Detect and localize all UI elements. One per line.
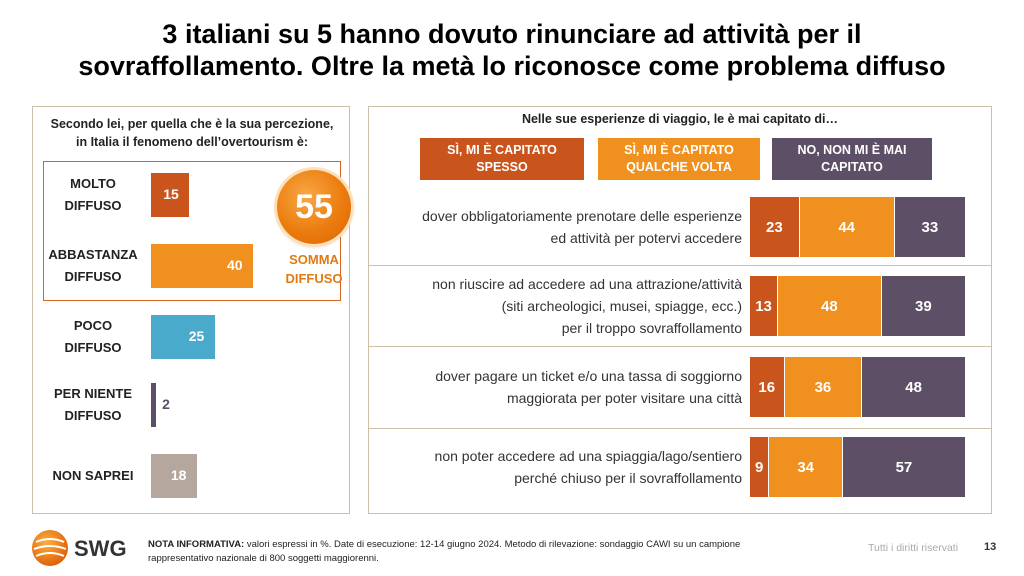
right-chart-panel: [368, 106, 992, 514]
legend-2: NO, NON MI È MAI CAPITATO: [772, 138, 932, 180]
left-question-line-2: in Italia il fenomeno dell’overtourism è…: [76, 135, 308, 149]
rights-text: Tutti i diritti riservati: [868, 542, 959, 554]
segment-0-2: 33: [894, 197, 966, 257]
note-line-2: rappresentativo nazionale di 800 soggett…: [148, 553, 379, 564]
category-label-1-line-1: DIFFUSO: [64, 269, 122, 284]
legend-2-line-1: CAPITATO: [821, 160, 883, 174]
somma-diffuso-label: SOMMA DIFFUSO: [268, 250, 360, 288]
row-label-1: non riuscire ad accedere ad una attrazio…: [376, 273, 742, 339]
category-label-1: ABBASTANZA DIFFUSO: [38, 244, 148, 288]
category-label-2: POCO DIFFUSO: [38, 315, 148, 359]
category-label-2-line-1: DIFFUSO: [64, 340, 122, 355]
legend-0-line-1: SPESSO: [476, 160, 528, 174]
category-label-3-line-0: PER NIENTE: [53, 386, 132, 401]
legend-0: SÌ, MI È CAPITATO SPESSO: [420, 138, 584, 180]
row-label-0: dover obbligatoriamente prenotare delle …: [376, 205, 742, 249]
row-label-1-line-1: (siti archeologici, musei, spiagge, ecc.…: [501, 298, 742, 314]
legend-1-text: SÌ, MI È CAPITATO QUALCHE VOLTA: [624, 142, 734, 176]
bar-4: [151, 454, 197, 498]
swg-logo-icon: [32, 530, 68, 566]
segment-1-2: 39: [881, 276, 966, 336]
category-label-0-line-0: MOLTO: [70, 176, 116, 191]
segment-1-1: 48: [778, 276, 882, 336]
right-question: Nelle sue esperienze di viaggio, le è ma…: [521, 112, 839, 126]
category-label-4: NON SAPREI: [38, 465, 148, 487]
bar-2: [151, 315, 215, 359]
row-separator-1: [369, 346, 991, 347]
row-label-0-line-1: ed attività per potervi accedere: [550, 230, 742, 246]
swg-logo-text: SWG: [74, 536, 127, 561]
bar-value-4: 18: [170, 467, 187, 483]
bar-value-3: 2: [162, 396, 170, 412]
segment-2-0: 16: [750, 357, 785, 417]
legend-1-line-0: SÌ, MI È CAPITATO: [624, 143, 734, 157]
legend-0-text: SÌ, MI È CAPITATO SPESSO: [447, 142, 557, 176]
row-label-1-line-2: per il troppo sovraffollamento: [561, 320, 742, 336]
legend-0-line-0: SÌ, MI È CAPITATO: [447, 143, 557, 157]
segment-2-1: 36: [784, 357, 863, 417]
bar-3: [151, 383, 157, 427]
bar-value-2: 25: [188, 328, 205, 344]
row-label-2: dover pagare un ticket e/o una tassa di …: [376, 365, 742, 409]
segment-0-1: 44: [799, 197, 895, 257]
row-label-3-line-0: non poter accedere ad una spiaggia/lago/…: [434, 448, 742, 464]
note-line-1: valori espressi in %. Date di esecuzione…: [244, 539, 741, 550]
category-label-0: MOLTO DIFFUSO: [38, 173, 148, 217]
page-number: 13: [984, 541, 997, 553]
row-label-3-line-1: perché chiuso per il sovraffollamento: [514, 470, 742, 486]
category-label-0-line-1: DIFFUSO: [64, 198, 122, 213]
segment-0-0: 23: [750, 197, 800, 257]
category-label-4-line-0: NON SAPREI: [52, 468, 134, 483]
legend-1: SÌ, MI È CAPITATO QUALCHE VOLTA: [598, 138, 760, 180]
left-question: Secondo lei, per quella che è la sua per…: [33, 115, 351, 151]
legend-2-line-0: NO, NON MI È MAI: [797, 143, 907, 157]
bar-value-1: 40: [227, 257, 243, 273]
segment-3-0: 9: [750, 437, 770, 497]
somma-diffuso-circle: 55: [277, 170, 351, 244]
category-label-2-line-0: POCO: [73, 318, 113, 333]
title-line-2: sovraffollamento. Oltre la metà lo ricon…: [78, 51, 946, 81]
category-label-1-line-0: ABBASTANZA: [48, 247, 138, 262]
row-separator-2: [369, 428, 991, 429]
row-label-3: non poter accedere ad una spiaggia/lago/…: [376, 445, 742, 489]
segment-1-0: 13: [750, 276, 779, 336]
somma-label-line-2: DIFFUSO: [285, 271, 343, 286]
segment-3-1: 34: [769, 437, 843, 497]
nota-informativa: NOTA INFORMATIVA: valori espressi in %. …: [148, 538, 838, 566]
category-label-3-line-1: DIFFUSO: [64, 408, 122, 423]
bar-1: [151, 244, 253, 288]
row-separator-0: [369, 265, 991, 266]
note-label: NOTA INFORMATIVA:: [148, 539, 245, 550]
category-label-3: PER NIENTE DIFFUSO: [38, 383, 148, 427]
page-title: 3 italiani su 5 hanno dovuto rinunciare …: [0, 18, 1024, 82]
segment-3-2: 57: [842, 437, 966, 497]
segment-2-2: 48: [862, 357, 966, 417]
legend-2-text: NO, NON MI È MAI CAPITATO: [797, 142, 906, 176]
title-line-1: 3 italiani su 5 hanno dovuto rinunciare …: [162, 19, 862, 49]
left-question-line-1: Secondo lei, per quella che è la sua per…: [50, 117, 334, 131]
legend-1-line-1: QUALCHE VOLTA: [626, 160, 732, 174]
row-label-0-line-0: dover obbligatoriamente prenotare delle …: [422, 208, 742, 224]
left-chart-panel: Secondo lei, per quella che è la sua per…: [32, 106, 350, 514]
bar-0: [151, 173, 190, 217]
bar-value-0: 15: [163, 186, 179, 202]
row-label-1-line-0: non riuscire ad accedere ad una attrazio…: [432, 276, 742, 292]
row-label-2-line-0: dover pagare un ticket e/o una tassa di …: [435, 368, 742, 384]
row-label-2-line-1: maggiorata per poter visitare una città: [506, 390, 742, 406]
somma-label-line-1: SOMMA: [289, 252, 339, 267]
